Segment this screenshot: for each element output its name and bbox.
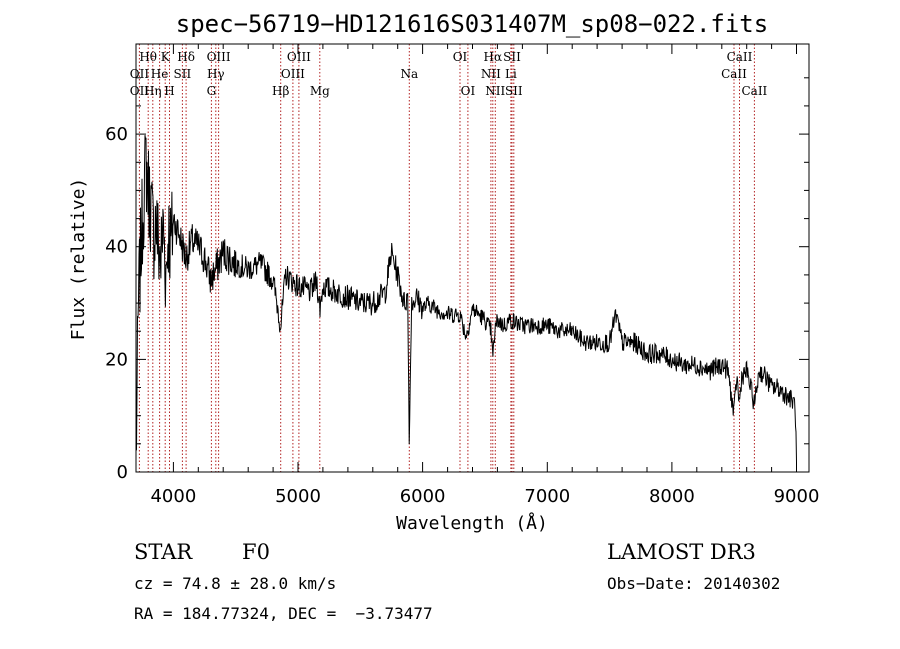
x-tick-label: 9000: [774, 486, 820, 507]
spectral-line-label: SII: [174, 67, 192, 81]
spectrum-layer: [135, 135, 797, 463]
spectral-line-label: Mg: [310, 84, 330, 98]
spectral-line-label: K: [161, 50, 171, 64]
spectral-line-label: SII: [505, 84, 523, 98]
spectral-line-label: H: [164, 84, 174, 98]
spectral-line-label: OIII: [281, 67, 305, 81]
spectral-line-label: CaII: [727, 50, 753, 64]
spectral-line-label: Hθ: [139, 50, 157, 64]
y-tick-label: 0: [117, 462, 128, 483]
spectral-line-label: Hδ: [177, 50, 195, 64]
spectral-line-label: SII: [503, 50, 521, 64]
spectral-line-label: NII: [485, 84, 505, 98]
spectral-line-label: Hβ: [272, 84, 289, 98]
y-tick-label: 40: [105, 237, 128, 258]
survey-name: LAMOST DR3: [607, 540, 756, 564]
ticks-layer: 4000 5000 6000 7000 8000 9000 0 20 40 60: [105, 44, 819, 507]
y-tick-label: 60: [105, 124, 128, 145]
spectral-line-label: Li: [505, 67, 517, 81]
redshift-cz: cz = 74.8 ± 28.0 km/s: [134, 574, 337, 593]
chart-title: spec−56719−HD121616S031407M_sp08−022.fit…: [176, 10, 768, 38]
spectral-line-label: OI: [461, 84, 476, 98]
spectral-line-label: Hγ: [207, 67, 225, 81]
spectral-line-label: OII: [130, 67, 150, 81]
spectral-line-label: He: [151, 67, 169, 81]
x-tick-label: 6000: [400, 486, 446, 507]
spectral-line-label: Na: [400, 67, 418, 81]
x-tick-label: 4000: [150, 486, 196, 507]
x-tick-label: 5000: [275, 486, 321, 507]
axes-layer: [135, 43, 810, 473]
x-tick-label: 8000: [649, 486, 695, 507]
observation-date: Obs−Date: 20140302: [607, 574, 781, 593]
spectral-line-label: OIII: [207, 50, 231, 64]
spectral-line-label: Hη: [144, 84, 162, 98]
object-subclass: F0: [242, 540, 270, 564]
object-class: STAR: [134, 540, 193, 564]
spectral-line-label: OI: [453, 50, 468, 64]
y-tick-label: 20: [105, 349, 128, 370]
spectrum-line: [135, 135, 797, 463]
spectral-line-label: NII: [481, 67, 501, 81]
spectral-line-label: CaII: [721, 67, 747, 81]
spectral-line-label: Hα: [484, 50, 503, 64]
spectral-line-label: CaII: [741, 84, 767, 98]
coordinates: RA = 184.77324, DEC = −3.73477: [134, 604, 433, 623]
y-axis-label: Flux (relative): [68, 178, 89, 341]
line-marker-layer: [138, 44, 755, 472]
x-tick-label: 7000: [524, 486, 570, 507]
spectral-line-label: OIII: [287, 50, 311, 64]
spectral-line-label: OII: [130, 84, 150, 98]
x-axis-label: Wavelength (Å): [396, 512, 548, 534]
plot-frame: [135, 43, 810, 473]
spectral-line-label: G: [207, 84, 217, 98]
